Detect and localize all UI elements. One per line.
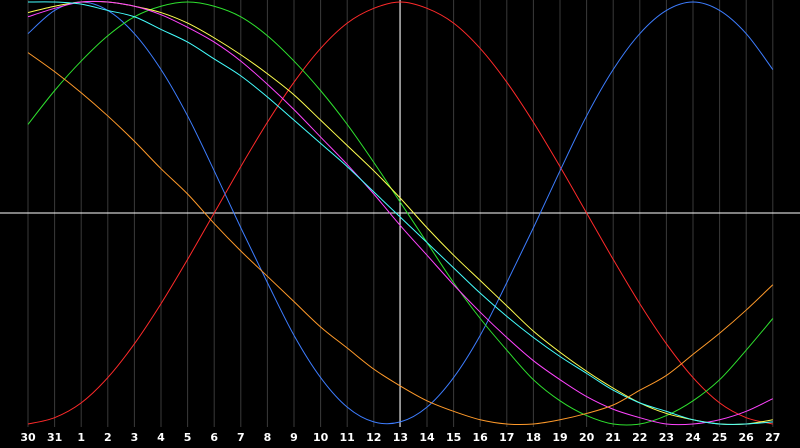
series-line <box>27 1 774 425</box>
x-tick-label: 31 <box>47 431 62 444</box>
x-tick-label: 21 <box>606 431 621 444</box>
series-line <box>27 0 774 426</box>
x-tick-label: 2 <box>104 431 112 444</box>
x-tick-label: 26 <box>739 431 755 444</box>
x-tick-label: 16 <box>473 431 489 444</box>
x-tick-label: 11 <box>340 431 355 444</box>
x-tick-label: 18 <box>526 431 541 444</box>
x-tick-label: 7 <box>237 431 245 444</box>
x-tick-label: 4 <box>157 431 165 444</box>
x-tick-label: 1 <box>77 431 85 444</box>
x-tick-label: 13 <box>393 431 408 444</box>
series-line <box>27 1 773 425</box>
x-tick-label: 12 <box>366 431 381 444</box>
x-tick-label: 6 <box>210 431 218 444</box>
x-tick-label: 19 <box>552 431 567 444</box>
x-tick-label: 5 <box>184 431 192 444</box>
x-tick-label: 25 <box>712 431 727 444</box>
x-tick-label: 14 <box>419 431 435 444</box>
x-tick-label: 17 <box>499 431 514 444</box>
x-tick-label: 3 <box>131 431 139 444</box>
x-tick-label: 24 <box>685 431 701 444</box>
x-tick-label: 15 <box>446 431 461 444</box>
x-tick-label: 27 <box>765 431 780 444</box>
series-line <box>27 0 773 426</box>
x-tick-label: 20 <box>579 431 595 444</box>
x-tick-label: 22 <box>632 431 647 444</box>
x-tick-label: 9 <box>290 431 298 444</box>
x-tick-label: 30 <box>20 431 36 444</box>
series-line <box>27 1 773 425</box>
series-line <box>27 52 774 426</box>
x-tick-label: 8 <box>264 431 272 444</box>
x-tick-label: 10 <box>313 431 329 444</box>
x-tick-label: 23 <box>659 431 674 444</box>
series-line <box>27 1 774 426</box>
